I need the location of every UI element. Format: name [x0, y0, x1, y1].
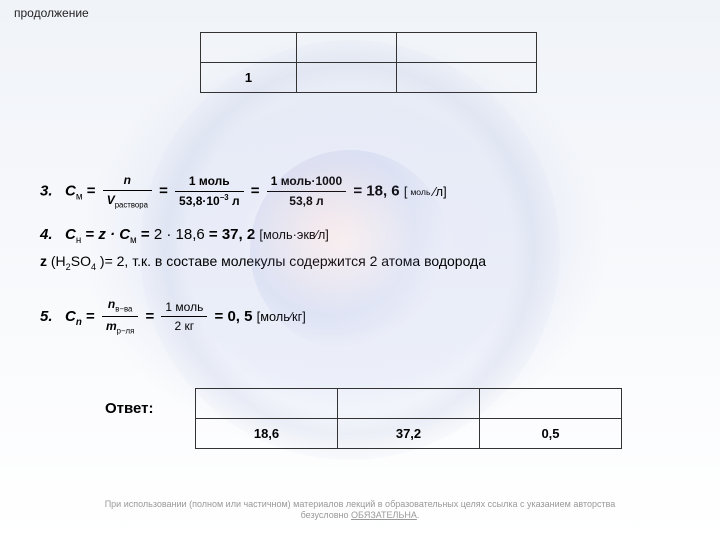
table-row: 1	[201, 63, 537, 93]
subscript: м	[76, 192, 83, 203]
table-row: 18,6 37,2 0,5	[196, 419, 622, 449]
fraction: 1 моль 2 кг	[161, 299, 207, 336]
denominator-unit: л	[229, 194, 240, 208]
denominator: V	[107, 193, 115, 207]
fraction: 1 моль·1000 53,8 л	[267, 173, 346, 210]
cell	[397, 33, 537, 63]
unit-den: л	[436, 184, 443, 199]
footer-line-1: При использовании (полном или частичном)…	[105, 499, 616, 509]
page-continuation-label: продолжение	[14, 6, 89, 20]
superscript: −3	[220, 193, 229, 202]
unit-num: моль·экв	[263, 227, 316, 242]
fraction: nв−ва mр−ля	[102, 296, 138, 338]
result: 0, 5	[227, 308, 252, 325]
subscript: р−ля	[117, 327, 135, 336]
unit-den: л	[318, 227, 325, 242]
footer-attribution: При использовании (полном или частичном)…	[0, 499, 720, 522]
denominator: 2 кг	[161, 317, 207, 335]
footer-line-2c: .	[417, 510, 420, 520]
cell: 1	[201, 63, 297, 93]
eq-number: 4.	[40, 226, 53, 243]
unit-den: кг	[292, 309, 302, 324]
subscript: н	[76, 235, 81, 246]
answer-label: Ответ:	[105, 400, 154, 417]
denominator-part: 53,8·10	[179, 194, 220, 208]
var: C	[65, 183, 76, 200]
eq-number: 5.	[40, 308, 53, 325]
subscript: раствора	[115, 200, 148, 209]
result: 37, 2	[222, 226, 255, 243]
footer-line-2a: безусловно	[301, 510, 351, 520]
subscript: в−ва	[115, 304, 132, 313]
top-table: 1	[200, 32, 537, 93]
cell: 37,2	[338, 419, 480, 449]
text: )= 2, т.к. в составе молекулы содержится…	[96, 253, 486, 269]
fraction: n Vраствора	[103, 172, 152, 211]
cell	[338, 389, 480, 419]
var: C	[65, 308, 76, 325]
equation-4: 4. Cн = z · Cм = 2 · 18,6 = 37, 2 [моль·…	[40, 224, 329, 248]
z-explanation: z (H2SO4 )= 2, т.к. в составе молекулы с…	[40, 252, 486, 274]
answer-table: 18,6 37,2 0,5	[195, 388, 622, 449]
var: C	[65, 226, 76, 243]
numerator: n	[103, 172, 152, 191]
expr: 2 · 18,6	[154, 226, 205, 243]
text: SO	[71, 253, 91, 269]
fraction: 1 моль 53,8·10−3 л	[175, 173, 244, 210]
eq-number: 3.	[40, 183, 53, 200]
cell: 18,6	[196, 419, 338, 449]
footer-line-2b: ОБЯЗАТЕЛЬНА	[351, 510, 417, 520]
subscript: n	[76, 317, 82, 328]
expr: z · C	[98, 226, 130, 243]
cell	[201, 33, 297, 63]
numerator: 1 моль	[161, 299, 207, 318]
cell	[297, 33, 397, 63]
result: 18, 6	[366, 183, 399, 200]
numerator: 1 моль	[175, 173, 244, 192]
cell	[480, 389, 622, 419]
unit-num: моль	[410, 186, 430, 198]
text: (H	[47, 253, 66, 269]
denominator: m	[106, 319, 117, 333]
table-row	[201, 33, 537, 63]
cell	[196, 389, 338, 419]
var: z	[40, 253, 47, 269]
table-row	[196, 389, 622, 419]
cell: 0,5	[480, 419, 622, 449]
subscript: м	[130, 235, 137, 246]
cell	[397, 63, 537, 93]
cell	[297, 63, 397, 93]
equation-5: 5. Cn = nв−ва mр−ля = 1 моль 2 кг = 0, 5…	[40, 296, 306, 338]
denominator: 53,8 л	[267, 192, 346, 210]
unit-num: моль	[260, 309, 290, 324]
numerator: 1 моль·1000	[267, 173, 346, 192]
equation-3: 3. Cм = n Vраствора = 1 моль 53,8·10−3 л…	[40, 172, 447, 211]
